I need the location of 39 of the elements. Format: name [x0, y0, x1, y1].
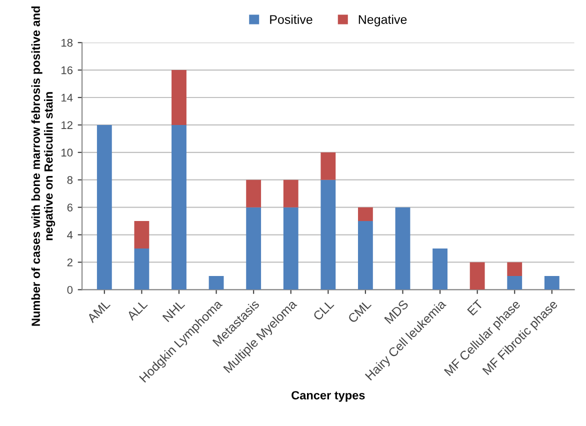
bar	[246, 180, 262, 208]
bar	[134, 221, 150, 248]
bar	[432, 248, 448, 290]
bar	[470, 262, 485, 290]
bar	[172, 70, 186, 125]
x-tick-label: ALL	[126, 299, 148, 321]
bar	[320, 180, 336, 290]
x-tick-label: ET	[467, 299, 484, 316]
x-tick-label: CML	[347, 299, 372, 324]
x-tick-label: AML	[86, 299, 111, 324]
bar	[395, 207, 410, 290]
bar	[246, 207, 262, 290]
y-tick-label: 6	[67, 204, 73, 212]
y-tick-label: 10	[62, 148, 73, 157]
bar	[172, 124, 186, 290]
bar	[358, 221, 373, 290]
y-tick-label: 4	[67, 231, 73, 239]
x-tick-label: CLL	[312, 299, 334, 321]
bar	[507, 262, 522, 276]
y-tick-label: 0	[67, 286, 73, 294]
legend-label: Positive	[270, 14, 312, 24]
y-tick-label: 16	[62, 66, 73, 74]
y-tick-label: 14	[62, 94, 73, 102]
y-tick-label: 18	[62, 38, 73, 47]
y-tick-label: 2	[67, 258, 72, 266]
y-tick-label: 8	[67, 176, 73, 184]
bar	[320, 152, 336, 180]
x-axis-title: Cancer types	[292, 391, 365, 402]
legend-label: Negative	[358, 14, 407, 26]
bar	[283, 207, 298, 290]
bar	[358, 207, 373, 222]
y-axis-title: Number of cases with bone marrow febrosis positive and negative on Reticulin stain	[31, 6, 56, 326]
bar	[96, 124, 112, 290]
bar	[134, 248, 150, 290]
y-tick-label: 12	[62, 121, 72, 129]
bar	[208, 276, 224, 290]
bar	[507, 276, 522, 290]
bar	[544, 276, 560, 290]
bar	[283, 180, 298, 208]
